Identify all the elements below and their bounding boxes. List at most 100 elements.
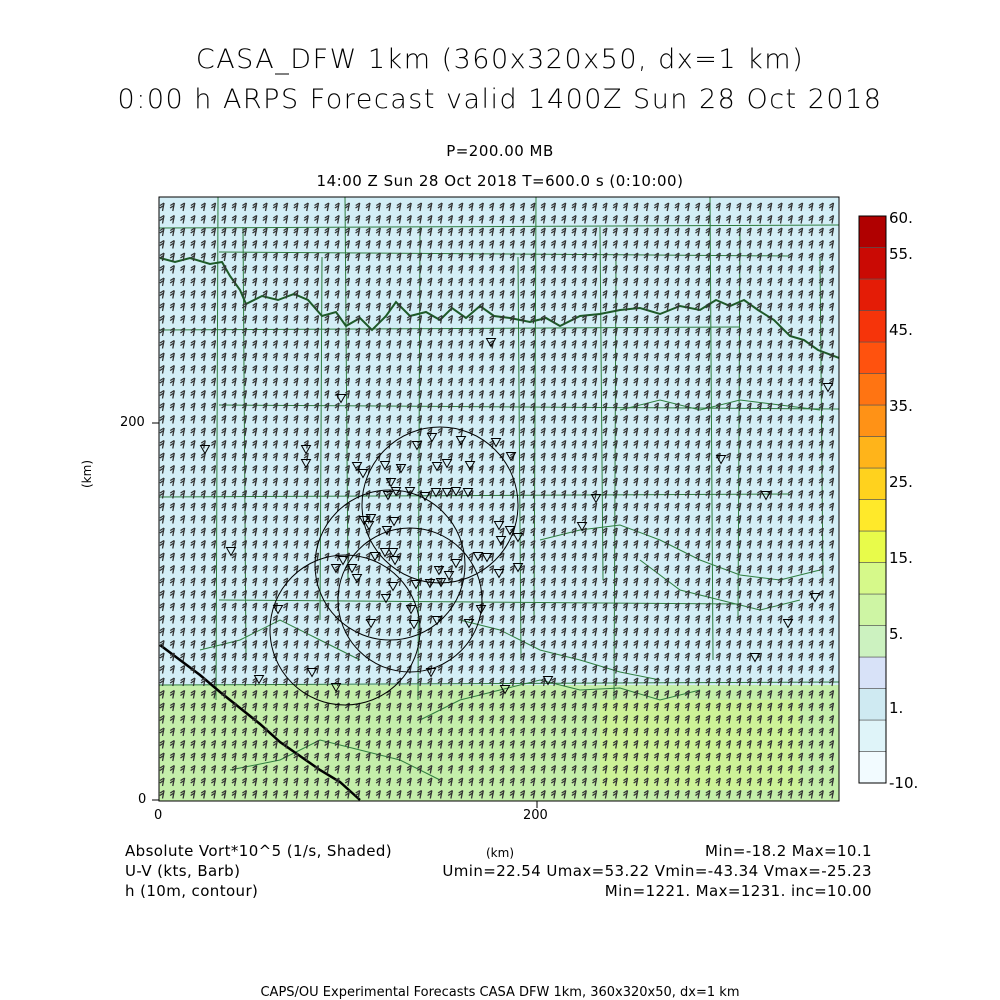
wind-barb-flag xyxy=(489,367,494,372)
wind-barb xyxy=(244,377,248,387)
wind-barb-flag xyxy=(787,280,793,284)
wind-barb xyxy=(264,352,268,362)
wind-barb-flag xyxy=(829,402,834,407)
wind-barb-flag xyxy=(767,302,773,307)
wind-barb-flag xyxy=(746,214,752,219)
wind-barb xyxy=(336,327,340,337)
wind-barb-flag xyxy=(509,405,515,409)
wind-barb xyxy=(604,402,608,412)
wind-barb xyxy=(439,202,443,212)
wind-barb-flag xyxy=(427,280,432,284)
wind-barb xyxy=(687,252,690,262)
wind-barb-flag xyxy=(530,355,535,359)
wind-barb xyxy=(172,390,175,399)
wind-barb-flag xyxy=(540,389,546,394)
wind-barb-flag xyxy=(293,227,299,232)
wind-barb xyxy=(666,202,670,212)
wind-barb-flag xyxy=(365,342,370,347)
wind-barb-flag xyxy=(396,414,402,419)
wind-barb xyxy=(759,290,763,299)
wind-barb xyxy=(347,302,351,312)
wind-barb-flag xyxy=(684,252,690,257)
wind-barb xyxy=(810,302,814,312)
wind-barb xyxy=(161,240,165,249)
wind-barb-flag xyxy=(551,239,556,244)
wind-barb-flag xyxy=(499,417,504,422)
wind-barb xyxy=(275,415,278,424)
wind-barb-flag xyxy=(633,355,638,359)
wind-barb xyxy=(738,302,742,312)
wind-barb-flag xyxy=(241,255,247,259)
wind-barb-flag xyxy=(210,255,216,259)
wind-barb-flag xyxy=(159,364,165,369)
wind-barb-flag xyxy=(437,392,443,397)
wind-barb-flag xyxy=(509,239,515,244)
wind-barb-flag xyxy=(674,202,680,207)
wind-barb-flag xyxy=(427,405,432,409)
wind-barb-flag xyxy=(767,405,772,409)
wind-barb-flag xyxy=(684,202,690,207)
wind-barb-flag xyxy=(345,377,350,382)
wind-barb xyxy=(625,377,629,387)
wind-barb xyxy=(419,202,423,212)
wind-barb-flag xyxy=(169,317,175,322)
wind-barb-flag xyxy=(478,214,484,219)
wind-barb-flag xyxy=(643,317,649,322)
wind-barb-flag xyxy=(190,405,195,409)
wind-barb xyxy=(501,302,505,312)
wind-barb xyxy=(378,215,381,224)
wind-barb-flag xyxy=(561,214,567,219)
wind-barb-flag xyxy=(262,239,268,244)
wind-barb xyxy=(563,227,567,237)
wind-barb-flag xyxy=(736,202,742,207)
wind-barb-flag xyxy=(159,405,164,409)
wind-barb-flag xyxy=(777,230,782,234)
wind-barb-flag xyxy=(602,217,607,222)
wind-barb-flag xyxy=(777,355,782,359)
wind-barb-flag xyxy=(725,280,731,284)
wind-barb-flag xyxy=(334,280,340,284)
wind-barb-flag xyxy=(180,239,185,244)
wind-barb-flag xyxy=(200,239,206,244)
wind-barb-flag xyxy=(406,352,412,357)
wind-barb-flag xyxy=(375,252,381,257)
wind-barb-flag xyxy=(818,355,824,359)
wind-barb xyxy=(172,290,175,299)
wind-barb xyxy=(800,302,804,312)
wind-barb-flag xyxy=(252,352,258,357)
wind-barb-flag xyxy=(478,264,484,269)
wind-barb-flag xyxy=(767,255,772,259)
wind-barb-flag xyxy=(674,302,680,307)
wind-barb xyxy=(738,202,742,212)
wind-barb-flag xyxy=(798,230,803,234)
wind-barb-flag xyxy=(293,352,299,357)
wind-barb xyxy=(532,277,536,287)
wind-barb-flag xyxy=(313,380,319,384)
wind-barb-flag xyxy=(530,292,535,297)
wind-barb-flag xyxy=(180,330,185,334)
wind-barb-flag xyxy=(406,202,412,207)
wind-barb xyxy=(707,290,711,299)
wind-barb xyxy=(264,202,268,212)
wind-barb xyxy=(192,240,196,249)
wind-barb xyxy=(769,365,773,374)
wind-barb-flag xyxy=(551,314,556,319)
wind-barb xyxy=(409,265,412,274)
wind-barb xyxy=(821,390,824,399)
wind-barb-flag xyxy=(581,289,587,294)
wind-barb-flag xyxy=(705,405,710,409)
wind-barb-flag xyxy=(365,255,370,259)
wind-barb xyxy=(769,215,773,224)
wind-barb-flag xyxy=(468,402,474,407)
wind-barb-flag xyxy=(551,339,556,344)
wind-barb-flag xyxy=(159,239,165,244)
wind-barb-flag xyxy=(499,330,504,334)
wind-barb-flag xyxy=(416,367,422,372)
wind-barb-flag xyxy=(818,302,824,307)
wind-barb-flag xyxy=(746,255,752,259)
wind-barb xyxy=(687,265,690,274)
wind-barb-flag xyxy=(654,389,659,394)
wind-barb-flag xyxy=(489,305,494,309)
wind-barb-flag xyxy=(478,380,484,384)
wind-barb-flag xyxy=(499,302,505,307)
